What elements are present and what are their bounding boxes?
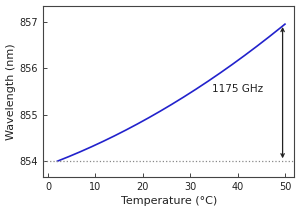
Y-axis label: Wavelength (nm): Wavelength (nm)	[6, 43, 16, 140]
X-axis label: Temperature (°C): Temperature (°C)	[121, 197, 217, 206]
Text: 1175 GHz: 1175 GHz	[212, 84, 263, 94]
